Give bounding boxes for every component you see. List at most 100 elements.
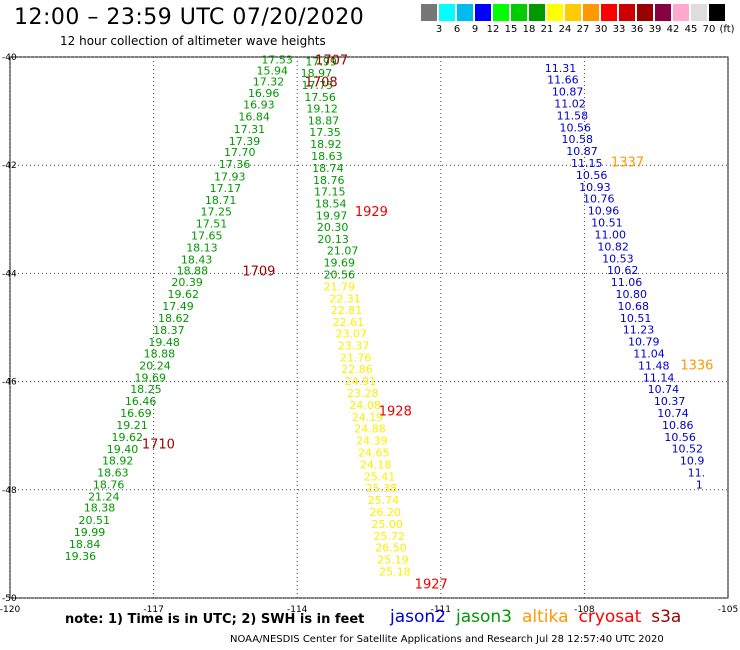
wave-height-value: 19.62 (168, 288, 200, 301)
wave-height-value: 10.37 (654, 395, 686, 408)
wave-height-value: 17.39 (229, 135, 261, 148)
wave-height-value: 17.36 (219, 158, 251, 171)
wave-height-value: 11.48 (638, 359, 670, 372)
wave-height-value: 20.30 (317, 221, 349, 234)
wave-height-value: 17.70 (224, 146, 256, 159)
wave-height-value: 25.38 (366, 482, 398, 495)
wave-height-value: 23.37 (338, 339, 370, 352)
wave-height-value: 11.31 (545, 62, 577, 75)
pass-time-label: 1337 (611, 155, 644, 170)
scale-label: 21 (540, 24, 554, 35)
note-text: note: 1) Time is in UTC; 2) SWH is in fe… (65, 612, 365, 627)
wave-height-value: 19.97 (316, 210, 348, 223)
pass-time-label: 1927 (415, 577, 448, 592)
wave-height-value: 17.56 (304, 91, 336, 104)
wave-height-value: 22.31 (329, 292, 361, 305)
y-tick-label: -48 (2, 486, 17, 496)
wave-height-value: 21.24 (88, 490, 120, 503)
scale-swatch (547, 4, 564, 21)
wave-height-value: 26.50 (375, 542, 407, 555)
wave-height-value: 20.24 (139, 359, 171, 372)
wave-height-value: 19.40 (107, 443, 139, 456)
wave-height-value: 19.69 (324, 257, 356, 270)
plot-frame (9, 56, 729, 599)
scale-label: 42 (666, 24, 680, 35)
scale-swatch (691, 4, 708, 21)
pass-time-label: 1708 (305, 75, 338, 90)
scale-label: 9 (471, 24, 479, 35)
map-title: 12:00 – 23:59 UTC 07/20/2020 (14, 5, 365, 30)
y-tick-label: -42 (2, 161, 17, 171)
wave-height-value: 18.76 (93, 478, 125, 491)
wave-height-value: 18.87 (308, 114, 340, 127)
wave-height-value: 10.79 (628, 336, 660, 349)
wave-height-value: 18.63 (311, 150, 343, 163)
legend-jason3: jason3 (456, 607, 512, 627)
scale-label: 6 (453, 24, 461, 35)
wave-height-value: 18.92 (102, 455, 134, 468)
wave-height-value: 10.51 (591, 217, 623, 230)
wave-height-value: 11.66 (547, 74, 579, 87)
wave-height-value: 16.96 (248, 87, 280, 100)
wave-height-value: 18.88 (144, 347, 176, 360)
wave-height-value: 17.32 (253, 75, 285, 88)
scale-label: (ft) (719, 24, 735, 35)
scale-swatch (619, 4, 636, 21)
wave-height-value: 11.06 (611, 276, 643, 289)
wave-height-value: 25.72 (373, 530, 405, 543)
scale-label: 3 (435, 24, 443, 35)
wave-height-value: 17.49 (162, 300, 194, 313)
wave-height-value: 10.56 (664, 431, 696, 444)
scale-label: 30 (594, 24, 608, 35)
scale-swatch (655, 4, 672, 21)
x-tick-label: -105 (718, 605, 738, 615)
legend-jason2: jason2 (390, 607, 446, 627)
wave-height-value: 10.53 (602, 252, 634, 265)
wave-height-value: 16.69 (120, 407, 152, 420)
scale-label: 15 (504, 24, 518, 35)
scale-swatch (637, 4, 654, 21)
scale-label: 39 (648, 24, 662, 35)
scale-label: 18 (522, 24, 536, 35)
wave-height-value: 10.82 (597, 240, 629, 253)
wave-height-value: 18.88 (177, 265, 209, 278)
scale-swatch (493, 4, 510, 21)
wave-height-value: 18.13 (186, 241, 218, 254)
wave-height-value: 17.15 (314, 186, 346, 199)
scale-swatch (601, 4, 618, 21)
wave-height-value: 10.9 (680, 455, 705, 468)
scale-swatch (583, 4, 600, 21)
wave-height-value: 19.62 (112, 431, 144, 444)
scale-swatch (565, 4, 582, 21)
credit-line: NOAA/NESDIS Center for Satellite Applica… (230, 634, 664, 645)
wave-height-value: 22.61 (333, 316, 365, 329)
wave-height-value: 16.84 (238, 111, 270, 124)
map-subtitle: 12 hour collection of altimeter wave hei… (60, 34, 326, 48)
legend-s3a: s3a (651, 607, 682, 627)
wave-height-value: 17.93 (214, 171, 246, 184)
scale-label: 24 (558, 24, 572, 35)
scale-label: 27 (576, 24, 590, 35)
x-tick-label: -114 (287, 605, 308, 615)
wave-height-value: 25.41 (364, 470, 396, 483)
scale-label: 70 (702, 24, 716, 35)
wave-height-value: 21.76 (340, 351, 372, 364)
wave-height-value: 20.39 (171, 276, 203, 289)
wave-height-value: 18.38 (84, 502, 116, 515)
wave-height-value: 24.08 (349, 399, 381, 412)
satellite-legend: jason2 jason3 altika cryosat s3a (390, 607, 691, 627)
wave-height-value: 19.69 (134, 371, 166, 384)
wave-height-value: 19.48 (148, 336, 180, 349)
pass-time-label: 1928 (379, 404, 412, 419)
pass-time-label: 1707 (315, 54, 348, 69)
wave-height-value: 25.00 (371, 518, 403, 531)
wave-height-value: 10.80 (616, 288, 648, 301)
wave-height-value: 11.14 (643, 371, 675, 384)
wave-height-value: 26.20 (370, 506, 402, 519)
wave-height-value: 10.56 (576, 169, 608, 182)
x-tick-label: -120 (0, 605, 20, 615)
scale-label: 12 (486, 24, 500, 35)
wave-height-value: 10.93 (579, 181, 611, 194)
wave-height-value: 11.23 (623, 324, 655, 337)
